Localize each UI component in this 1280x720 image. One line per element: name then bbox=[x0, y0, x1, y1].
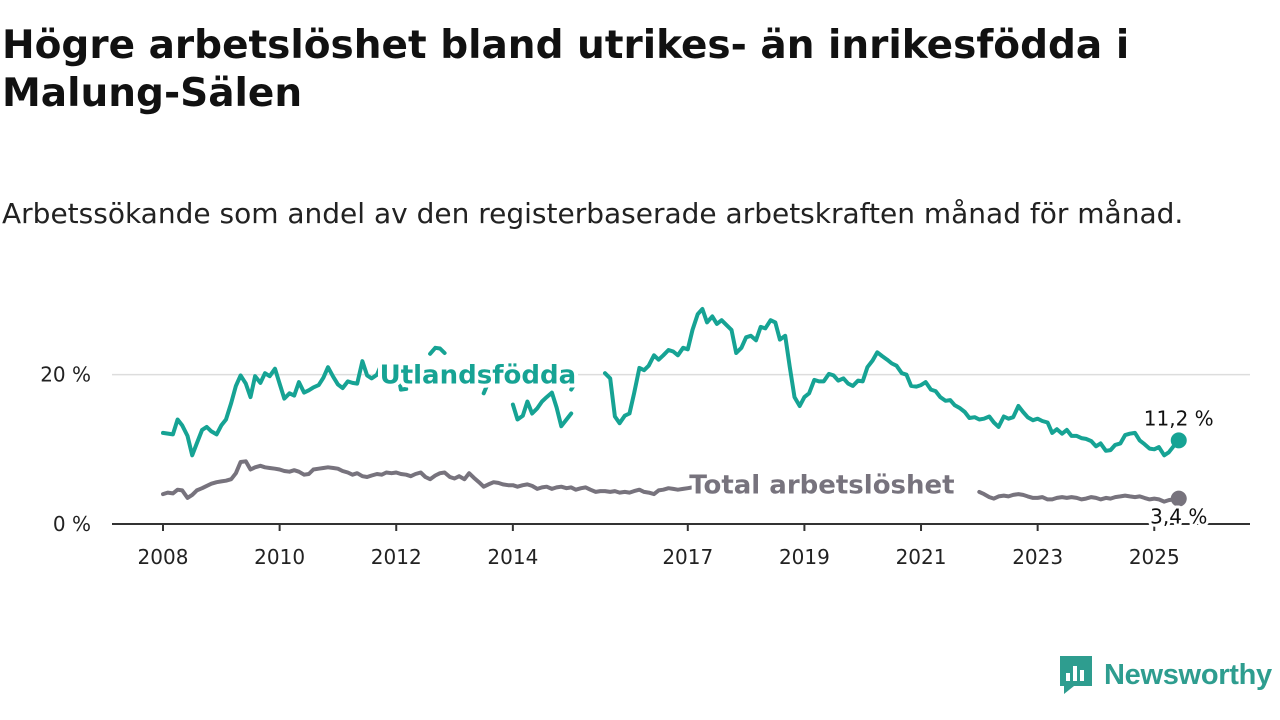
series-line-utlandsfodda bbox=[161, 307, 1181, 458]
x-tick-label: 2023 bbox=[1012, 545, 1063, 569]
line-chart: 0 % 20 % 2008 2010 2012 2014 2017 2019 2021 2023 2… bbox=[40, 307, 1250, 569]
end-point-utlandsfodda bbox=[1170, 432, 1187, 449]
series-label-total: Total arbetslöshet bbox=[689, 470, 954, 500]
series-lines bbox=[161, 307, 1181, 504]
x-tick-label: 2012 bbox=[371, 545, 422, 569]
series-line-total bbox=[161, 459, 1181, 504]
end-point-total bbox=[1170, 490, 1187, 507]
series-label-utlandsfodda: Utlandsfödda bbox=[380, 361, 577, 391]
series-labels: Utlandsfödda Total arbetslöshet 11,2 % 3,4 … bbox=[376, 357, 1217, 532]
x-tick-label: 2010 bbox=[254, 545, 305, 569]
x-tick-label: 2025 bbox=[1129, 545, 1180, 569]
x-tick-label: 2021 bbox=[896, 545, 947, 569]
x-tick-label: 2008 bbox=[138, 545, 189, 569]
x-tick-label: 2019 bbox=[779, 545, 830, 569]
end-value-label-total: 3,4 % bbox=[1150, 505, 1207, 529]
y-tick-label: 20 % bbox=[40, 363, 91, 387]
y-tick-label: 0 % bbox=[53, 512, 91, 536]
end-value-label-utlandsfodda: 11,2 % bbox=[1144, 406, 1214, 430]
x-tick-label: 2014 bbox=[487, 545, 538, 569]
newsworthy-logo-text: Newsworthy bbox=[1104, 658, 1272, 691]
newsworthy-logo: Newsworthy bbox=[1058, 654, 1272, 696]
x-tick-label: 2017 bbox=[662, 545, 713, 569]
chart-subtitle: Arbetssökande som andel av den registerb… bbox=[2, 197, 1184, 230]
newsworthy-logo-icon bbox=[1060, 656, 1092, 694]
chart-title: Högre arbetslöshet bland utrikes- än inr… bbox=[2, 23, 1130, 116]
axes: 0 % 20 % 2008 2010 2012 2014 2017 2019 2021 2023 2… bbox=[40, 363, 1250, 569]
